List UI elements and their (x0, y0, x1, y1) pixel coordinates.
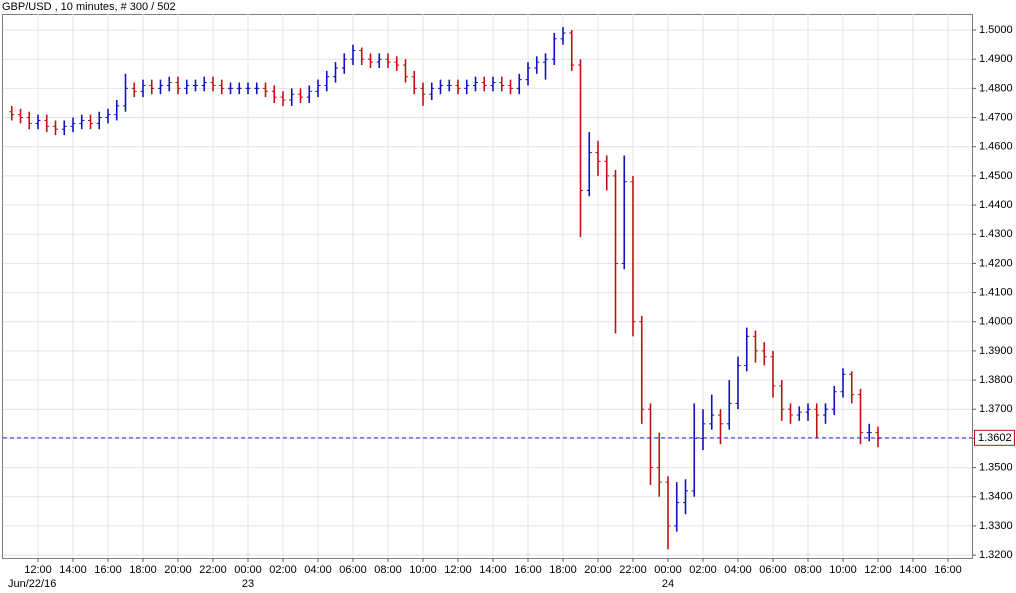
y-tick-label: 1.3500 (979, 461, 1013, 473)
last-price-box (974, 429, 1015, 446)
x-tick-label: 02:00 (689, 564, 717, 576)
y-tick-label: 1.4900 (979, 53, 1013, 65)
plot-frame (2, 14, 973, 559)
x-tick-label: 14:00 (59, 564, 87, 576)
x-tick-label: 10:00 (409, 564, 437, 576)
x-tick-label: 16:00 (94, 564, 122, 576)
y-tick-label: 1.3300 (979, 520, 1013, 532)
x-tick-label: 10:00 (829, 564, 857, 576)
x-tick-label: 14:00 (899, 564, 927, 576)
x-tick-label: 16:00 (514, 564, 542, 576)
y-tick-label: 1.4700 (979, 111, 1013, 123)
y-tick-label: 1.4600 (979, 141, 1013, 153)
x-tick-label: 20:00 (164, 564, 192, 576)
date-label: 24 (662, 578, 674, 590)
x-tick-label: 06:00 (759, 564, 787, 576)
x-tick-label: 08:00 (794, 564, 822, 576)
x-tick-label: 12:00 (444, 564, 472, 576)
y-tick-label: 1.3400 (979, 491, 1013, 503)
x-tick-label: 14:00 (479, 564, 507, 576)
y-tick-label: 1.4000 (979, 316, 1013, 328)
y-tick-label: 1.4800 (979, 82, 1013, 94)
x-tick-label: 22:00 (199, 564, 227, 576)
y-tick-label: 1.5000 (979, 24, 1013, 36)
x-tick-label: 04:00 (724, 564, 752, 576)
x-tick-label: 16:00 (934, 564, 962, 576)
date-label: 23 (242, 578, 254, 590)
x-tick-label: 12:00 (864, 564, 892, 576)
y-tick-label: 1.4400 (979, 199, 1013, 211)
x-tick-label: 18:00 (549, 564, 577, 576)
x-tick-label: 00:00 (654, 564, 682, 576)
y-tick-label: 1.3700 (979, 403, 1013, 415)
chart-title: GBP/USD , 10 minutes, # 300 / 502 (2, 1, 176, 13)
x-tick-label: 18:00 (129, 564, 157, 576)
y-tick-label: 1.4300 (979, 228, 1013, 240)
y-tick-label: 1.4500 (979, 170, 1013, 182)
y-tick-label: 1.3900 (979, 345, 1013, 357)
x-tick-label: 12:00 (24, 564, 52, 576)
x-tick-label: 02:00 (269, 564, 297, 576)
y-tick-label: 1.3800 (979, 374, 1013, 386)
y-tick-label: 1.4200 (979, 257, 1013, 269)
x-tick-label: 06:00 (339, 564, 367, 576)
x-tick-label: 20:00 (584, 564, 612, 576)
last-price-label: 1.3602 (978, 432, 1012, 444)
x-tick-label: 22:00 (619, 564, 647, 576)
x-tick-label: 08:00 (374, 564, 402, 576)
y-tick-label: 1.3200 (979, 549, 1013, 561)
x-tick-label: 04:00 (304, 564, 332, 576)
x-tick-label: 00:00 (234, 564, 262, 576)
y-tick-label: 1.4100 (979, 286, 1013, 298)
date-label: Jun/22/16 (8, 578, 56, 590)
